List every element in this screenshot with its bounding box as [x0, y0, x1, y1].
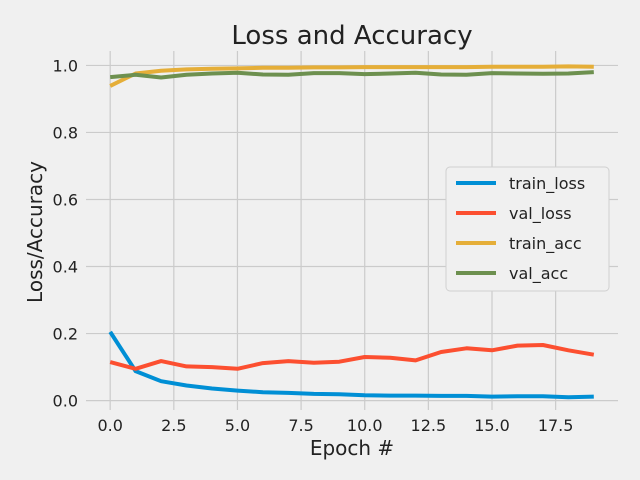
x-tick-label: 12.5 [411, 416, 447, 435]
x-tick-label: 0.0 [97, 416, 122, 435]
x-tick-label: 2.5 [161, 416, 186, 435]
tick-labels: 0.0 2.5 5.0 7.5 10.0 12.5 15.0 17.5 0.0 0.2 0.4 0.6… [53, 56, 574, 435]
series-line-train-acc [109, 64, 594, 88]
x-tick-label: 7.5 [288, 416, 313, 435]
legend: train_loss val_loss train_acc val_acc [445, 166, 610, 292]
y-tick-label: 0.4 [53, 258, 78, 277]
y-tick-label: 1.0 [53, 56, 78, 75]
x-tick-label: 17.5 [538, 416, 574, 435]
y-tick-label: 0.8 [53, 123, 78, 142]
y-axis-label: Loss/Accuracy [23, 161, 47, 303]
x-axis-label: Epoch # [310, 436, 394, 460]
x-tick-label: 15.0 [474, 416, 510, 435]
series-line-val-acc [110, 70, 594, 80]
legend-label: train_loss [509, 174, 585, 194]
chart-title: Loss and Accuracy [231, 21, 472, 51]
series-line-val-loss [109, 343, 595, 371]
legend-label: val_acc [509, 264, 568, 284]
x-tick-label: 10.0 [347, 416, 383, 435]
legend-label: train_acc [509, 234, 582, 254]
y-tick-label: 0.2 [53, 325, 78, 344]
y-tick-label: 0.6 [53, 190, 78, 209]
y-tick-label: 0.0 [53, 392, 78, 411]
legend-label: val_loss [509, 204, 572, 224]
x-tick-label: 5.0 [225, 416, 250, 435]
legend-box [445, 166, 610, 292]
series-group [108, 64, 595, 400]
series-line-train-loss [108, 330, 594, 400]
